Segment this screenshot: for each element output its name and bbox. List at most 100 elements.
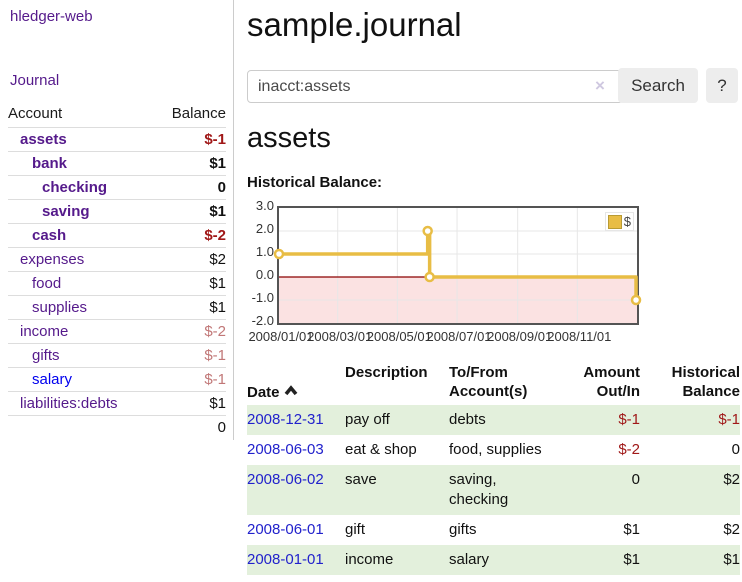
accounts-total-row: 0 <box>8 415 226 439</box>
accounts-header-row: Account Balance <box>8 103 226 128</box>
transaction-balance: $2 <box>723 521 740 538</box>
account-link-liabilities-debts[interactable]: liabilities:debts <box>20 395 118 412</box>
transaction-date-link[interactable]: 2008-01-01 <box>247 551 324 568</box>
account-row-supplies: supplies $1 <box>8 295 226 320</box>
help-button[interactable]: ? <box>706 68 738 103</box>
account-balance: $-1 <box>153 127 226 152</box>
y-tick-label: 3.0 <box>255 198 274 213</box>
transaction-amount: 0 <box>571 465 640 515</box>
sort-ascending-icon <box>284 382 298 401</box>
account-balance: $1 <box>153 391 226 416</box>
account-heading: assets <box>247 122 331 154</box>
app-title-link[interactable]: hledger-web <box>10 8 93 25</box>
register-header-date[interactable]: Date <box>247 361 345 405</box>
transaction-balance: $-1 <box>640 405 740 435</box>
register-row: 2008-06-01 gift gifts $1 $2 <box>247 515 740 545</box>
x-tick-label: 2008/07/01 <box>426 329 492 344</box>
x-tick-label: 2008/11/01 <box>547 329 612 344</box>
register-header-amount: Amount Out/In <box>583 364 640 400</box>
search-input[interactable] <box>247 70 623 103</box>
account-row-expenses: expenses $2 <box>8 247 226 272</box>
transaction-description: pay off <box>345 405 449 435</box>
register-table: Date Description To/From Account(s) Amou… <box>247 361 740 575</box>
transaction-balance: $2 <box>640 465 740 515</box>
account-row-gifts: gifts $-1 <box>8 343 226 368</box>
transaction-amount: $-2 <box>618 441 640 458</box>
transaction-amount: $-1 <box>571 405 640 435</box>
account-row-income: income $-2 <box>8 319 226 344</box>
account-link-food[interactable]: food <box>32 275 62 292</box>
account-balance: $-2 <box>153 319 226 344</box>
register-row: 2008-06-02 save saving, checking 0 $2 <box>247 465 740 515</box>
y-tick-label: -1.0 <box>251 290 274 305</box>
sidebar-item-journal[interactable]: Journal <box>10 72 60 89</box>
account-balance: $-1 <box>153 343 226 368</box>
transaction-account: debts <box>449 405 571 435</box>
register-header-account: To/From Account(s) <box>449 364 528 400</box>
account-row-food: food $1 <box>8 271 226 296</box>
accounts-header-account: Account <box>8 103 154 128</box>
x-tick-label: 2008/09/01 <box>487 329 553 344</box>
account-balance: $-1 <box>153 367 226 392</box>
transaction-account: salary <box>449 545 571 575</box>
chart-legend: $ <box>604 212 634 231</box>
accounts-total-value: 0 <box>153 415 226 439</box>
account-link-bank[interactable]: bank <box>32 155 68 172</box>
transaction-date-link[interactable]: 2008-06-02 <box>247 471 324 488</box>
account-link-gifts[interactable]: gifts <box>32 347 60 364</box>
register-header-balance: Historical Balance <box>671 364 740 400</box>
account-row-saving: saving $1 <box>8 199 226 224</box>
search-bar: × Search ? <box>247 68 742 108</box>
transaction-description: save <box>345 465 449 515</box>
account-link-expenses[interactable]: expenses <box>20 251 85 268</box>
account-balance: 0 <box>153 175 226 200</box>
account-row-checking: checking 0 <box>8 175 226 200</box>
search-button[interactable]: Search <box>618 68 698 103</box>
legend-swatch <box>607 214 622 229</box>
x-tick-label: 2008/03/01 <box>307 329 373 344</box>
register-row: 2008-12-31 pay off debts $-1 $-1 <box>247 405 740 435</box>
account-balance: $-2 <box>153 223 226 248</box>
account-link-saving[interactable]: saving <box>42 203 90 220</box>
account-balance: $1 <box>153 151 226 176</box>
sidebar: hledger-web Journal Account Balance asse… <box>0 0 234 440</box>
transaction-account: gifts <box>449 521 477 538</box>
account-link-supplies[interactable]: supplies <box>32 299 88 316</box>
transaction-amount: $1 <box>623 521 640 538</box>
legend-series-label: $ <box>623 214 631 229</box>
account-balance: $1 <box>153 295 226 320</box>
transaction-description: eat & shop <box>345 441 417 458</box>
page-title: sample.journal <box>247 6 462 43</box>
account-balance: $1 <box>153 199 226 224</box>
account-link-checking[interactable]: checking <box>42 179 108 196</box>
account-balance: $1 <box>153 271 226 296</box>
y-tick-label: 0.0 <box>255 267 274 282</box>
chart-canvas <box>273 208 642 323</box>
x-tick-label: 2008/01/01 <box>248 329 314 344</box>
register-header-row: Date Description To/From Account(s) Amou… <box>247 361 740 405</box>
accounts-header-balance: Balance <box>153 103 226 128</box>
transaction-date-link[interactable]: 2008-12-31 <box>247 411 324 428</box>
clear-search-icon[interactable]: × <box>595 76 605 95</box>
account-link-cash[interactable]: cash <box>32 227 67 244</box>
account-link-income[interactable]: income <box>20 323 69 340</box>
account-row-salary: salary $-1 <box>8 367 226 392</box>
transaction-date-link[interactable]: 2008-06-01 <box>247 521 324 538</box>
account-row-assets: assets $-1 <box>8 127 226 152</box>
transaction-balance: 0 <box>731 441 740 458</box>
account-row-liabilities-debts: liabilities:debts $1 <box>8 391 226 416</box>
register-row: 2008-01-01 income salary $1 $1 <box>247 545 740 575</box>
account-link-assets[interactable]: assets <box>20 131 67 148</box>
register-header-description: Description <box>345 364 428 381</box>
y-tick-label: 1.0 <box>255 244 274 259</box>
transaction-date-link[interactable]: 2008-06-03 <box>247 441 324 458</box>
transaction-account: food, supplies <box>449 441 542 458</box>
account-row-bank: bank $1 <box>8 151 226 176</box>
account-balance: $2 <box>153 247 226 272</box>
register-row: 2008-06-03 eat & shop food, supplies $-2… <box>247 435 740 465</box>
account-link-salary[interactable]: salary <box>32 371 73 388</box>
transaction-account: saving, checking <box>449 465 571 515</box>
chart-title: Historical Balance: <box>247 174 383 191</box>
transaction-description: gift <box>345 521 366 538</box>
transaction-description: income <box>345 545 449 575</box>
